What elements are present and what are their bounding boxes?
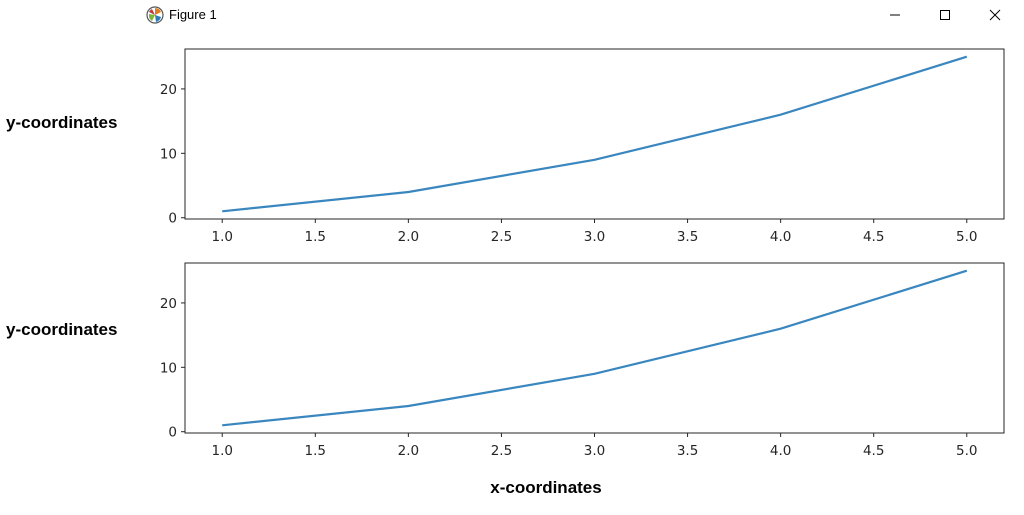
x-tick-label: 3.5	[677, 443, 698, 459]
y-tick-label: 20	[160, 82, 177, 98]
x-tick-label: 1.0	[211, 229, 232, 245]
axes-frame	[184, 262, 1005, 434]
x-tick-label: 3.0	[584, 443, 605, 459]
x-tick-label: 4.5	[863, 443, 884, 459]
x-tick-label: 2.0	[398, 229, 419, 245]
y-axis-label-bottom: y-coordinates	[6, 320, 118, 339]
matplotlib-icon	[146, 6, 164, 24]
window-title: Figure 1	[169, 7, 217, 22]
x-tick-label: 5.0	[956, 229, 977, 245]
close-button[interactable]	[972, 0, 1018, 30]
y-axis-label-top: y-coordinates	[6, 113, 118, 132]
window-titlebar: Figure 1	[0, 0, 1024, 30]
y-tick-label: 0	[168, 425, 177, 441]
x-tick-label: 3.5	[677, 229, 698, 245]
minimize-icon	[890, 14, 900, 16]
maximize-button[interactable]	[922, 0, 968, 30]
x-tick-label: 2.5	[491, 443, 512, 459]
x-tick-label: 1.5	[305, 229, 326, 245]
series-line	[222, 55, 968, 213]
subplot-2: 1.0 1.5 2.0 2.5 3.0 3.5 4.0 4.5 5.0 0 10 20	[160, 262, 1005, 459]
x-tick-label: 2.0	[398, 443, 419, 459]
x-tick-label: 1.0	[211, 443, 232, 459]
x-tick-label: 5.0	[956, 443, 977, 459]
x-tick-label: 2.5	[491, 229, 512, 245]
x-tick-label: 1.5	[305, 443, 326, 459]
maximize-icon	[940, 10, 950, 20]
x-tick-label: 4.0	[770, 443, 791, 459]
close-icon	[989, 9, 1001, 21]
y-tick-label: 0	[168, 211, 177, 227]
x-tick-label: 3.0	[584, 229, 605, 245]
x-axis-label: x-coordinates	[490, 478, 602, 497]
x-tick-label: 4.5	[863, 229, 884, 245]
axes-frame	[184, 48, 1005, 220]
x-tick-label: 4.0	[770, 229, 791, 245]
y-tick-label: 10	[160, 146, 177, 162]
series-line	[222, 269, 968, 427]
minimize-button[interactable]	[872, 0, 918, 30]
subplot-1: 1.0 1.5 2.0 2.5 3.0 3.5 4.0 4.5 5.0 0 10 20	[160, 48, 1005, 245]
y-tick-label: 20	[160, 296, 177, 312]
y-tick-label: 10	[160, 360, 177, 376]
